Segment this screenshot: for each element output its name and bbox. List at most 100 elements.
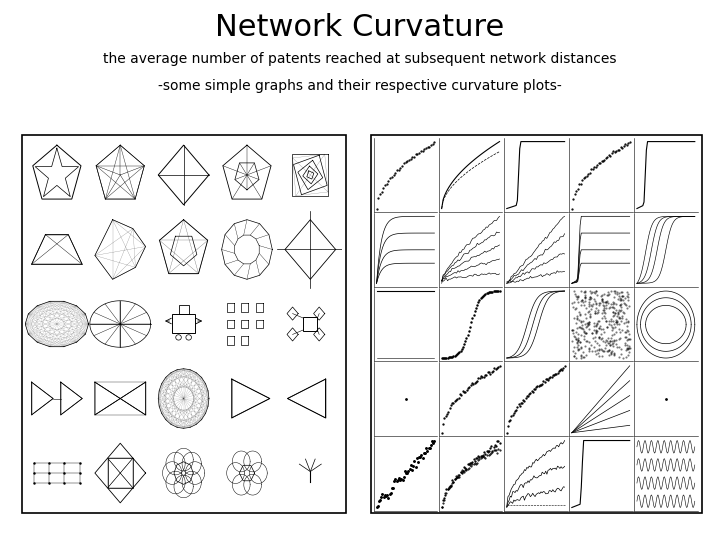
- Point: [588, 321, 600, 330]
- Point: [614, 333, 626, 342]
- Point: [600, 316, 612, 325]
- Point: [592, 316, 603, 325]
- Point: [608, 336, 619, 345]
- Point: [591, 291, 603, 299]
- Point: [597, 294, 608, 303]
- Point: [385, 489, 397, 497]
- Point: [399, 467, 410, 475]
- Point: [587, 302, 598, 310]
- Point: [591, 339, 603, 347]
- Point: [580, 309, 591, 318]
- Point: [598, 308, 610, 316]
- Point: [614, 300, 626, 309]
- Point: [596, 295, 608, 303]
- Point: [576, 324, 588, 333]
- Point: [590, 300, 602, 308]
- Point: [585, 313, 596, 321]
- Point: [621, 326, 632, 334]
- Point: [618, 296, 629, 305]
- Point: [622, 318, 634, 326]
- Point: [620, 301, 631, 309]
- Point: [606, 337, 618, 346]
- Point: [608, 311, 619, 320]
- Point: [615, 306, 626, 314]
- Point: [621, 352, 632, 361]
- Point: [425, 440, 436, 449]
- Point: [593, 333, 605, 341]
- Bar: [179, 305, 189, 314]
- Point: [609, 309, 621, 318]
- Point: [569, 305, 580, 313]
- Point: [577, 325, 589, 334]
- Point: [570, 335, 582, 343]
- Point: [608, 324, 619, 333]
- Point: [585, 289, 597, 298]
- Point: [598, 325, 609, 333]
- Point: [613, 325, 624, 334]
- Point: [615, 302, 626, 311]
- Point: [611, 318, 623, 326]
- Point: [568, 343, 580, 352]
- Point: [606, 330, 618, 339]
- Point: [623, 350, 634, 359]
- Point: [590, 327, 601, 336]
- Point: [570, 318, 582, 327]
- Point: [613, 314, 625, 322]
- Point: [583, 307, 595, 316]
- Point: [372, 501, 384, 510]
- Point: [620, 327, 631, 336]
- Point: [600, 304, 612, 313]
- Point: [570, 303, 582, 312]
- Point: [577, 352, 588, 361]
- Point: [622, 317, 634, 326]
- Point: [420, 443, 432, 452]
- Point: [590, 287, 601, 296]
- Point: [568, 313, 580, 322]
- Point: [624, 343, 636, 352]
- Point: [600, 336, 611, 345]
- Point: [608, 307, 619, 316]
- Point: [578, 328, 590, 337]
- Point: [596, 346, 608, 354]
- Point: [578, 332, 590, 341]
- Point: [623, 296, 634, 305]
- Point: [413, 453, 425, 461]
- Point: [580, 329, 592, 338]
- Point: [570, 292, 582, 301]
- Point: [569, 349, 580, 357]
- Point: [588, 287, 600, 296]
- Point: [572, 340, 583, 349]
- Point: [579, 296, 590, 305]
- Point: [613, 342, 625, 351]
- Point: [580, 320, 591, 328]
- Point: [593, 333, 604, 341]
- Point: [609, 287, 621, 295]
- Point: [593, 349, 604, 357]
- Point: [614, 301, 626, 309]
- Point: [603, 316, 615, 325]
- Point: [622, 345, 634, 353]
- Point: [392, 475, 404, 484]
- Point: [596, 308, 608, 317]
- Point: [411, 453, 423, 462]
- Point: [601, 323, 613, 332]
- Point: [598, 289, 609, 298]
- Point: [570, 289, 581, 298]
- Point: [609, 323, 621, 332]
- Point: [580, 350, 592, 359]
- Point: [393, 473, 405, 482]
- Point: [577, 295, 588, 304]
- Point: [624, 343, 635, 352]
- Point: [603, 304, 615, 313]
- Point: [608, 320, 619, 328]
- Point: [590, 309, 601, 318]
- Point: [408, 462, 419, 470]
- Point: [419, 449, 431, 457]
- Point: [387, 484, 399, 492]
- Point: [583, 301, 595, 310]
- Point: [575, 317, 587, 326]
- Point: [406, 466, 418, 475]
- Point: [607, 322, 618, 331]
- Point: [583, 345, 595, 353]
- Point: [605, 349, 616, 357]
